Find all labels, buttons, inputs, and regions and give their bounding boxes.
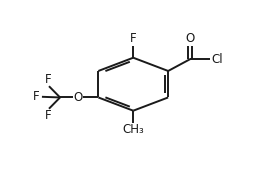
Text: F: F — [33, 90, 40, 103]
Text: O: O — [74, 91, 83, 104]
Text: F: F — [45, 109, 51, 122]
Text: CH₃: CH₃ — [122, 123, 144, 136]
Text: F: F — [130, 32, 136, 45]
Text: F: F — [45, 73, 51, 85]
Text: O: O — [186, 32, 195, 45]
Text: Cl: Cl — [211, 53, 223, 66]
